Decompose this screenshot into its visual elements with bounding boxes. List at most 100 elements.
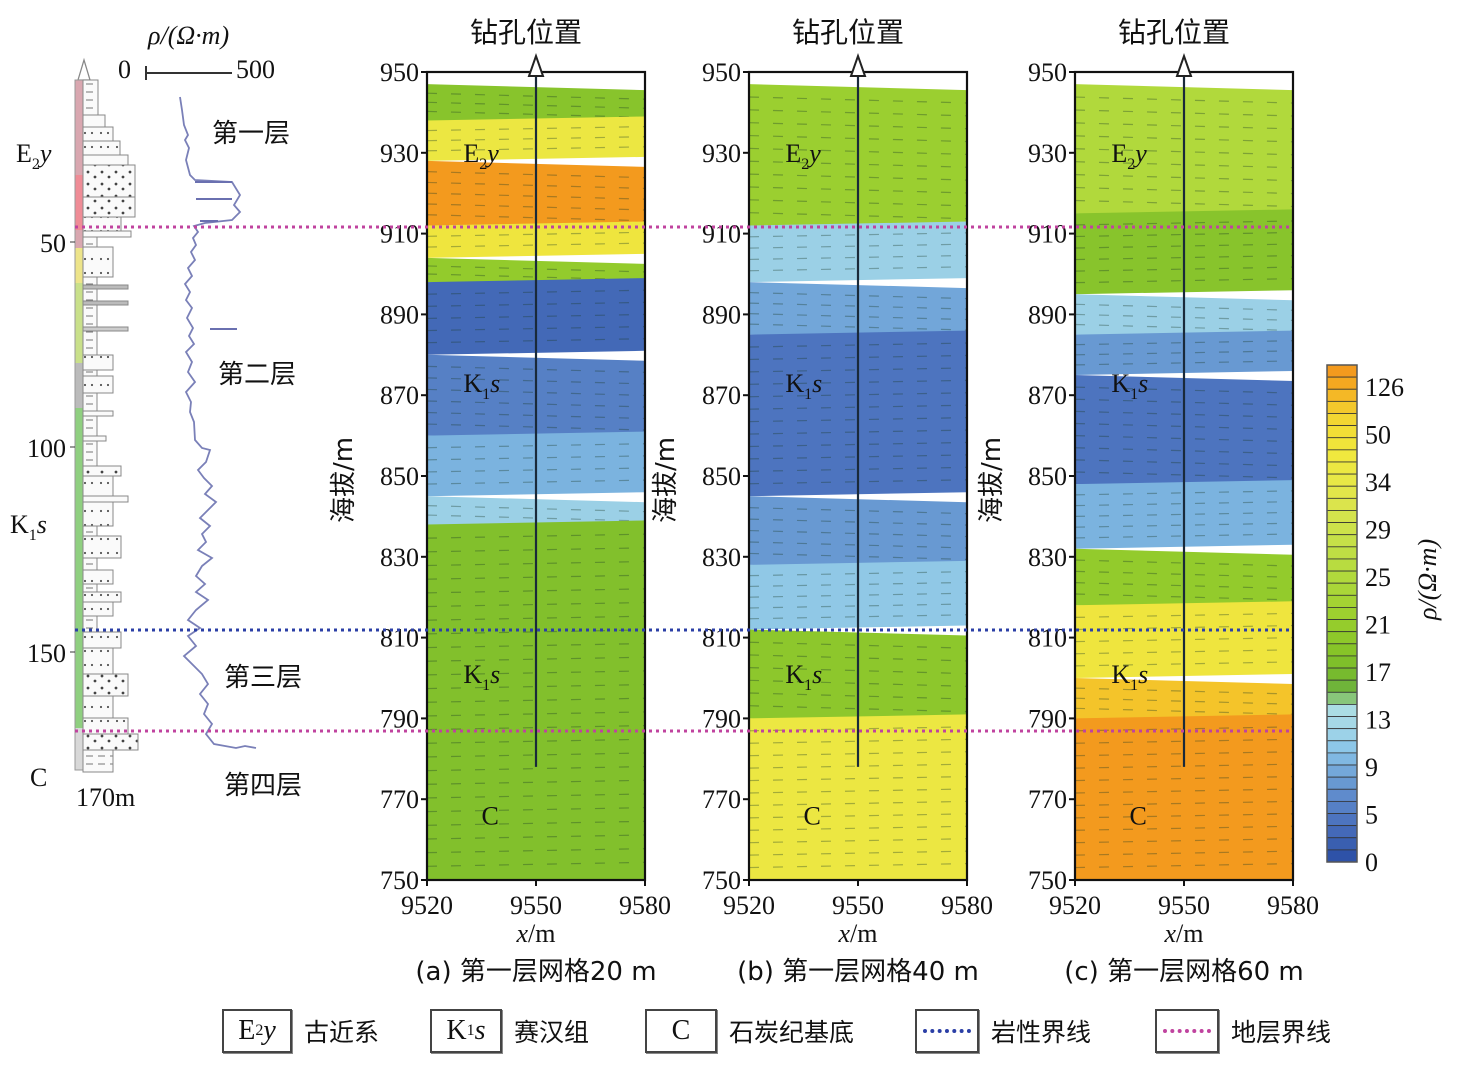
x-tick-label: 9520 (723, 891, 775, 920)
layer-label-2: 第二层 (218, 360, 296, 390)
colorbar-swatch (1326, 534, 1358, 548)
colorbar-swatch (1326, 594, 1358, 608)
stratum-bar-e2y (75, 80, 83, 175)
colorbar-tick-label: 0 (1365, 848, 1378, 877)
colorbar-swatch (1326, 388, 1358, 402)
layer-label-1: 第一层 (212, 119, 290, 149)
colorbar-swatch (1326, 716, 1358, 730)
colorbar-swatch (1326, 764, 1358, 778)
x-tick-label: 9520 (1049, 891, 1101, 920)
colorbar-swatch (1326, 582, 1358, 596)
y-tick-label: 750 (1028, 866, 1067, 895)
legend-label-stratum-boundary: 地层界线 (1231, 1018, 1332, 1047)
y-axis-label: 海拔/m (329, 437, 359, 523)
x-tick-label: 9580 (941, 891, 993, 920)
colorbar-swatch (1326, 728, 1358, 742)
colorbar-swatch (1326, 800, 1358, 814)
legend-label-c: 石炭纪基底 (729, 1018, 855, 1047)
depth-tick-150: 150 (27, 639, 66, 668)
y-tick-label: 930 (1028, 139, 1067, 168)
colorbar-swatch (1326, 510, 1358, 523)
stratum-bar-e2y-lower (75, 175, 83, 230)
colorbar-swatch (1326, 788, 1358, 802)
colorbar-swatch (1326, 449, 1358, 463)
x-tick-label: 9520 (401, 891, 453, 920)
colorbar-swatch (1326, 837, 1358, 851)
column-formation-c: C (30, 763, 47, 792)
depth-tick-100: 100 (27, 434, 66, 463)
borehole-column: ρ/(Ω·m) 0 500 (10, 21, 302, 812)
resistivity-min-label: 0 (118, 55, 131, 84)
colorbar-tick-label: 13 (1365, 706, 1391, 735)
colorbar-swatch (1326, 679, 1358, 693)
colorbar-swatch (1326, 400, 1358, 414)
colorbar-swatch (1326, 704, 1358, 717)
y-tick-label: 930 (702, 139, 741, 168)
y-tick-label: 890 (380, 300, 419, 329)
resistivity-log-curve (179, 96, 257, 749)
column-formation-k1s: K1s (10, 510, 47, 544)
y-tick-label: 850 (702, 462, 741, 491)
formation-annotation: K1s (1111, 369, 1148, 403)
y-tick-label: 790 (380, 704, 419, 733)
x-tick-label: 9550 (832, 891, 884, 920)
y-tick-label: 890 (1028, 300, 1067, 329)
x-tick-label: 9580 (1267, 891, 1319, 920)
resistivity-max-label: 500 (236, 55, 275, 84)
x-axis-label: x/m (1164, 919, 1204, 948)
colorbar-swatch (1326, 849, 1358, 863)
colorbar-tick-label: 126 (1365, 373, 1404, 402)
y-tick-label: 930 (380, 139, 419, 168)
formation-annotation: K1s (785, 660, 822, 694)
y-tick-label: 950 (1028, 58, 1067, 87)
drill-tip-icon (77, 57, 91, 81)
x-tick-label: 9550 (510, 891, 562, 920)
y-tick-label: 870 (380, 381, 419, 410)
resistivity-log-spike (195, 181, 237, 330)
legend-swatch-stratum-boundary (1155, 1009, 1219, 1053)
colorbar-tick-label: 50 (1365, 421, 1391, 450)
y-tick-label: 810 (380, 624, 419, 653)
formation-annotation: C (482, 801, 499, 830)
stratum-bar-yellow (75, 248, 83, 283)
borehole-marker-label: 钻孔位置 (1118, 16, 1230, 49)
y-tick-label: 810 (702, 624, 741, 653)
borehole-marker-label: 钻孔位置 (792, 16, 904, 49)
legend-item-c: C 石炭纪基底 (645, 1005, 854, 1057)
resistivity-axis-label: ρ/(Ω·m) (147, 21, 229, 50)
stratum-bar-transition (75, 230, 83, 248)
formation-annotation: C (1130, 801, 1147, 830)
y-tick-label: 770 (702, 785, 741, 814)
stratum-bar-c (75, 728, 83, 770)
y-tick-label: 870 (1028, 381, 1067, 410)
borehole-arrow-icon (849, 52, 867, 77)
legend-item-lithology-boundary: 岩性界线 (915, 1005, 1091, 1057)
panel-title: (a) 第一层网格20 m (415, 957, 656, 987)
formation-annotation: K1s (463, 660, 500, 694)
panel-title: (c) 第一层网格60 m (1064, 957, 1304, 987)
depth-end-label: 170m (76, 783, 135, 812)
panel-title: (b) 第一层网格40 m (737, 957, 979, 987)
resistivity-scale-bar (145, 66, 232, 80)
depth-axis (70, 241, 75, 653)
y-tick-label: 790 (1028, 704, 1067, 733)
depth-tick-50: 50 (40, 229, 66, 258)
colorbar-swatch (1326, 691, 1358, 705)
y-tick-label: 870 (702, 381, 741, 410)
legend-label-k1s: 赛汉组 (514, 1018, 590, 1047)
colorbar-swatch (1326, 522, 1358, 536)
formation-annotation: K1s (785, 369, 822, 403)
legend-swatch-lithology-boundary (915, 1009, 979, 1053)
y-tick-label: 830 (380, 543, 419, 572)
colorbar-swatch (1326, 813, 1358, 827)
legend-swatch-c: C (645, 1009, 717, 1053)
formation-annotation: K1s (463, 369, 500, 403)
y-tick-label: 790 (702, 704, 741, 733)
stratum-bar-grey (75, 363, 83, 408)
colorbar-swatch (1326, 643, 1358, 657)
colorbar-swatch (1326, 570, 1358, 584)
